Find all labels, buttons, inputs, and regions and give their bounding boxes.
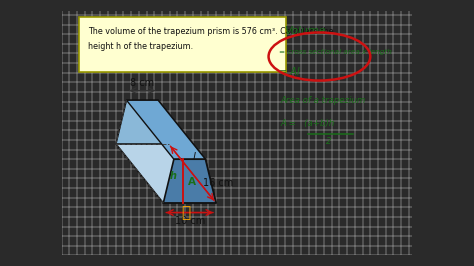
Text: 16 cm: 16 cm	[203, 178, 233, 188]
Text: height h of the trapezium.: height h of the trapezium.	[88, 42, 193, 51]
Polygon shape	[127, 100, 205, 159]
Text: = cross sectional area x length: = cross sectional area x length	[279, 49, 392, 55]
Text: 10 cm: 10 cm	[174, 216, 205, 226]
Text: Area of a trapezium: Area of a trapezium	[281, 96, 366, 105]
Polygon shape	[158, 100, 216, 203]
FancyBboxPatch shape	[79, 17, 286, 72]
Text: h: h	[169, 171, 176, 181]
Text: A: A	[188, 177, 196, 188]
Polygon shape	[164, 159, 216, 203]
Text: Volume: Volume	[284, 26, 326, 36]
Text: l: l	[192, 152, 195, 163]
Text: 8 cm: 8 cm	[130, 78, 155, 88]
Text: The volume of the trapezium prism is 576 cm³. Calculate the: The volume of the trapezium prism is 576…	[88, 27, 333, 36]
Polygon shape	[116, 144, 216, 203]
Text: 👆: 👆	[182, 205, 191, 220]
Text: 2: 2	[326, 137, 331, 146]
Text: = Al: = Al	[279, 68, 300, 77]
Polygon shape	[116, 100, 169, 144]
Text: A =   (a+b)h: A = (a+b)h	[281, 119, 335, 128]
